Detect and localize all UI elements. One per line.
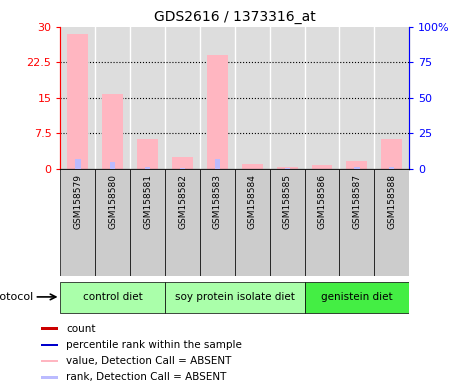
Text: GSM158580: GSM158580 (108, 174, 117, 229)
Bar (41, 360, 58, 362)
Bar (41, 376, 58, 379)
Text: GSM158584: GSM158584 (248, 174, 257, 229)
Text: GSM158587: GSM158587 (352, 174, 361, 229)
Text: protocol: protocol (0, 292, 33, 302)
Bar (41, 344, 58, 346)
Bar (346, 161, 367, 169)
Bar (312, 165, 332, 169)
Bar (172, 157, 193, 169)
Text: genistein diet: genistein diet (321, 292, 393, 302)
Text: GSM158585: GSM158585 (283, 174, 292, 229)
Text: count: count (66, 323, 96, 334)
Text: control diet: control diet (83, 292, 143, 302)
Text: GSM158579: GSM158579 (73, 174, 82, 229)
Text: GSM158582: GSM158582 (178, 174, 187, 229)
Text: GSM158583: GSM158583 (213, 174, 222, 229)
Bar (207, 55, 228, 169)
Bar (95, 169, 130, 276)
Bar (305, 282, 409, 313)
Bar (60, 169, 95, 276)
Bar (110, 162, 115, 169)
Bar (60, 282, 165, 313)
Bar (200, 169, 235, 276)
Bar (145, 167, 150, 169)
Bar (389, 167, 394, 169)
Text: GSM158581: GSM158581 (143, 174, 152, 229)
Text: rank, Detection Call = ABSENT: rank, Detection Call = ABSENT (66, 372, 227, 382)
Bar (215, 159, 220, 169)
Bar (102, 94, 123, 169)
Bar (277, 167, 298, 169)
Bar (41, 327, 58, 330)
Bar (270, 169, 305, 276)
Bar (339, 169, 374, 276)
Bar (137, 139, 158, 169)
Bar (67, 34, 88, 169)
Text: soy protein isolate diet: soy protein isolate diet (175, 292, 295, 302)
Bar (75, 159, 80, 169)
Bar (180, 168, 185, 169)
Bar (165, 169, 200, 276)
Text: GSM158586: GSM158586 (318, 174, 326, 229)
Bar (165, 282, 305, 313)
Bar (305, 169, 339, 276)
Text: value, Detection Call = ABSENT: value, Detection Call = ABSENT (66, 356, 232, 366)
Bar (235, 169, 270, 276)
Text: percentile rank within the sample: percentile rank within the sample (66, 340, 242, 350)
Bar (354, 167, 359, 169)
Title: GDS2616 / 1373316_at: GDS2616 / 1373316_at (154, 10, 316, 25)
Text: GSM158588: GSM158588 (387, 174, 396, 229)
Bar (374, 169, 409, 276)
Bar (130, 169, 165, 276)
Bar (381, 139, 402, 169)
Bar (242, 164, 263, 169)
